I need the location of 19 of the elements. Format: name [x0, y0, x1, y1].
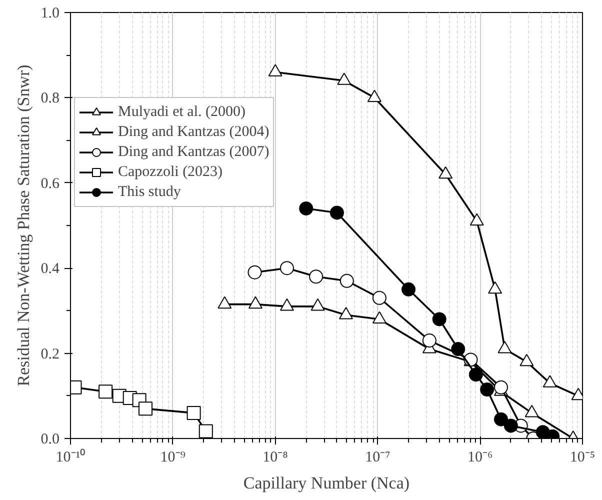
y-tick-label: 1.0	[40, 6, 60, 22]
legend-label: This study	[118, 184, 181, 200]
x-tick-label: 10⁻⁶	[467, 450, 493, 466]
y-tick-label: 0.8	[40, 90, 60, 107]
y-tick-label: 0.0	[40, 432, 60, 448]
legend-label: Ding and Kantzas (2004)	[118, 124, 270, 140]
y-axis-title: Residual Non-Wetting Phase Saturation (Snwr)	[14, 64, 33, 386]
legend-label: Mulyadi et al. (2000)	[118, 104, 246, 120]
y-tick-label: 0.4	[40, 261, 60, 278]
x-tick-label: 10⁻⁷	[365, 450, 390, 466]
y-tick-label: 0.2	[40, 346, 60, 362]
legend-label: Ding and Kantzas (2007)	[118, 144, 270, 160]
x-tick-label: 10⁻¹⁰	[56, 448, 86, 466]
x-tick-label: 10⁻⁹	[160, 450, 186, 466]
x-tick-label: 10⁻⁵	[570, 450, 596, 466]
y-tick-label: 0.6	[40, 176, 60, 192]
x-tick-label: 10⁻⁸	[262, 450, 288, 466]
legend-label: Capozzoli (2023)	[118, 164, 223, 180]
x-axis-title: Capillary Number (Nca)	[243, 474, 410, 492]
